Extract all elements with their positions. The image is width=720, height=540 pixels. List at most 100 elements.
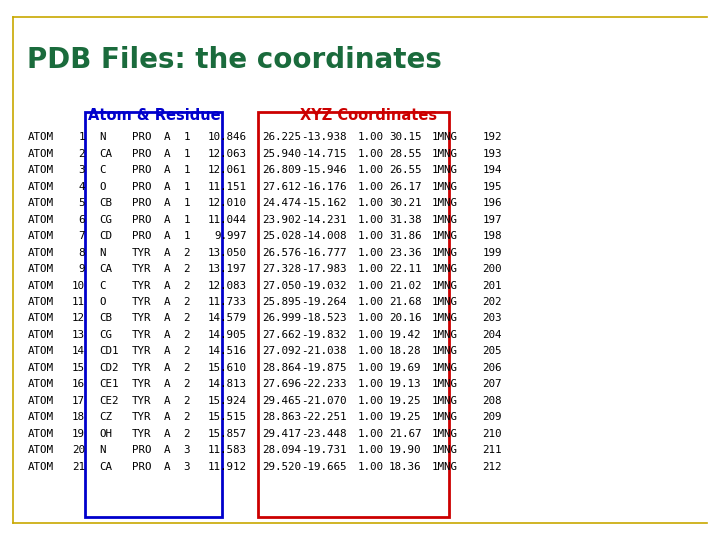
Text: TYR: TYR (132, 280, 151, 291)
Text: 27.092: 27.092 (262, 347, 301, 356)
Text: TYR: TYR (132, 297, 151, 307)
Text: 28.094: 28.094 (262, 445, 301, 455)
Text: 1.00: 1.00 (358, 413, 384, 422)
Text: 198: 198 (482, 231, 502, 241)
Text: 19: 19 (72, 429, 85, 439)
Text: -19.875: -19.875 (302, 363, 347, 373)
Text: 29.520: 29.520 (262, 462, 301, 472)
Text: 2: 2 (184, 429, 190, 439)
Text: 21.67: 21.67 (389, 429, 421, 439)
Text: 23.36: 23.36 (389, 247, 421, 258)
Text: 3: 3 (184, 462, 190, 472)
Text: 1MNG: 1MNG (431, 148, 457, 159)
Text: Atom & Residue: Atom & Residue (89, 108, 221, 123)
Text: 27.696: 27.696 (262, 379, 301, 389)
Text: CE2: CE2 (99, 396, 119, 406)
Text: 12.010: 12.010 (208, 198, 247, 208)
Text: 1MNG: 1MNG (431, 429, 457, 439)
Text: 18.28: 18.28 (389, 347, 421, 356)
Text: O: O (99, 297, 106, 307)
Text: 208: 208 (482, 396, 502, 406)
Text: 2: 2 (184, 330, 190, 340)
Text: A: A (164, 347, 171, 356)
Text: ATOM: ATOM (27, 297, 53, 307)
Text: 26.55: 26.55 (389, 165, 421, 176)
Text: N: N (99, 247, 106, 258)
Text: ATOM: ATOM (27, 462, 53, 472)
Text: CE1: CE1 (99, 379, 119, 389)
Text: OH: OH (99, 429, 112, 439)
Text: TYR: TYR (132, 247, 151, 258)
Text: -15.162: -15.162 (302, 198, 347, 208)
Text: 1MNG: 1MNG (431, 330, 457, 340)
Text: 16: 16 (72, 379, 85, 389)
Text: 27.328: 27.328 (262, 264, 301, 274)
Text: 28.863: 28.863 (262, 413, 301, 422)
Text: 197: 197 (482, 214, 502, 225)
Text: 26.999: 26.999 (262, 313, 301, 323)
Text: 1: 1 (184, 231, 190, 241)
Text: CZ: CZ (99, 413, 112, 422)
Text: 1MNG: 1MNG (431, 247, 457, 258)
Text: 1.00: 1.00 (358, 347, 384, 356)
Text: CG: CG (99, 214, 112, 225)
Text: 1.00: 1.00 (358, 247, 384, 258)
Text: 29.417: 29.417 (262, 429, 301, 439)
Text: 210: 210 (482, 429, 502, 439)
Text: 6: 6 (78, 214, 85, 225)
Text: N: N (99, 132, 106, 143)
Text: 1MNG: 1MNG (431, 198, 457, 208)
Text: PRO: PRO (132, 148, 151, 159)
Text: ATOM: ATOM (27, 363, 53, 373)
Text: 21.68: 21.68 (389, 297, 421, 307)
Text: -19.665: -19.665 (302, 462, 347, 472)
Text: A: A (164, 379, 171, 389)
Text: 14.905: 14.905 (208, 330, 247, 340)
Text: 3: 3 (184, 445, 190, 455)
Text: 1: 1 (184, 165, 190, 176)
Text: 9: 9 (78, 264, 85, 274)
Text: 1.00: 1.00 (358, 363, 384, 373)
Text: ATOM: ATOM (27, 330, 53, 340)
Text: A: A (164, 165, 171, 176)
Text: 1MNG: 1MNG (431, 462, 457, 472)
Text: 1.00: 1.00 (358, 181, 384, 192)
Text: 23.902: 23.902 (262, 214, 301, 225)
Text: ATOM: ATOM (27, 379, 53, 389)
Text: 1MNG: 1MNG (431, 413, 457, 422)
Text: 1MNG: 1MNG (431, 165, 457, 176)
Text: 199: 199 (482, 247, 502, 258)
Text: -18.523: -18.523 (302, 313, 347, 323)
Text: 18.36: 18.36 (389, 462, 421, 472)
Text: 1MNG: 1MNG (431, 379, 457, 389)
Text: -21.038: -21.038 (302, 347, 347, 356)
Text: 1MNG: 1MNG (431, 132, 457, 143)
Text: 12.063: 12.063 (208, 148, 247, 159)
Text: 27.050: 27.050 (262, 280, 301, 291)
Text: 26.17: 26.17 (389, 181, 421, 192)
Text: 1.00: 1.00 (358, 214, 384, 225)
Text: 1MNG: 1MNG (431, 181, 457, 192)
Text: 12: 12 (72, 313, 85, 323)
Text: 1MNG: 1MNG (431, 363, 457, 373)
Text: 29.465: 29.465 (262, 396, 301, 406)
Text: 17: 17 (72, 396, 85, 406)
Text: N: N (99, 445, 106, 455)
Text: 8: 8 (78, 247, 85, 258)
Text: 27.662: 27.662 (262, 330, 301, 340)
Text: -22.251: -22.251 (302, 413, 347, 422)
Text: TYR: TYR (132, 413, 151, 422)
Text: -14.008: -14.008 (302, 231, 347, 241)
Text: 10: 10 (72, 280, 85, 291)
Text: -23.448: -23.448 (302, 429, 347, 439)
Text: 31.38: 31.38 (389, 214, 421, 225)
Text: 205: 205 (482, 347, 502, 356)
Text: 193: 193 (482, 148, 502, 159)
Text: 1.00: 1.00 (358, 280, 384, 291)
Text: 2: 2 (184, 363, 190, 373)
Text: 1MNG: 1MNG (431, 297, 457, 307)
Text: CB: CB (99, 313, 112, 323)
Text: CG: CG (99, 330, 112, 340)
Text: 1.00: 1.00 (358, 198, 384, 208)
Text: ATOM: ATOM (27, 214, 53, 225)
